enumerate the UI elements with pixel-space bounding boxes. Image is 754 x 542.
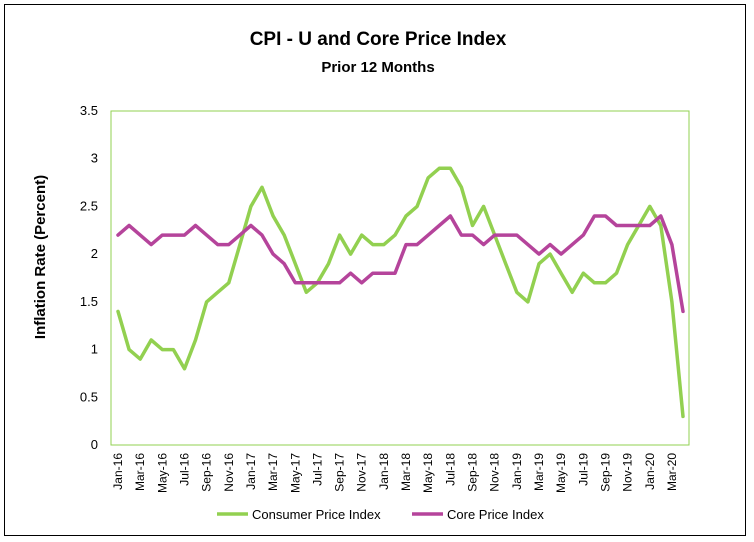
x-tick-label: Jul-18 — [443, 453, 457, 486]
x-tick-label: Sep-17 — [333, 453, 347, 492]
x-tick-label: Mar-20 — [665, 453, 679, 491]
x-tick-label: May-17 — [288, 453, 302, 493]
y-tick-label: 3.5 — [80, 103, 98, 118]
x-tick-label: May-16 — [155, 453, 169, 493]
x-tick-label: May-19 — [554, 453, 568, 493]
y-tick-label: 2 — [91, 246, 98, 261]
series-layer — [116, 166, 685, 419]
x-tick-label: Mar-17 — [266, 453, 280, 491]
y-tick-label: 0.5 — [80, 389, 98, 404]
plot-area — [110, 110, 690, 446]
x-tick-label: Jan-19 — [510, 453, 524, 490]
x-tick-label: Sep-18 — [466, 453, 480, 492]
x-tick-label: Sep-16 — [200, 453, 214, 492]
x-tick-label: Mar-19 — [532, 453, 546, 491]
legend-label: Core Price Index — [447, 507, 544, 522]
x-tick-label: Jul-19 — [576, 453, 590, 486]
x-tick-label: Sep-19 — [598, 453, 612, 492]
x-axis: Jan-16 Mar-16 May-16 Jul-16 Sep-16 Nov-16 Jan-… — [111, 453, 679, 493]
legend-label: Consumer Price Index — [252, 507, 381, 522]
x-tick-label: Mar-18 — [399, 453, 413, 491]
x-tick-label: Jul-17 — [310, 453, 324, 486]
x-tick-label: May-18 — [421, 453, 435, 493]
y-tick-label: 0 — [91, 437, 98, 452]
y-tick-label: 3 — [91, 151, 98, 166]
y-axis-label: Inflation Rate (Percent) — [32, 175, 49, 339]
x-tick-label: Jul-16 — [177, 453, 191, 486]
line-chart: CPI - U and Core Price Index Prior 12 Mo… — [32, 29, 690, 522]
y-tick-label: 1.5 — [80, 294, 98, 309]
x-tick-label: Jan-16 — [111, 453, 125, 490]
series-line-core-price-index — [116, 214, 685, 314]
x-tick-label: Mar-16 — [133, 453, 147, 491]
x-tick-label: Nov-19 — [621, 453, 635, 492]
series-line-consumer-price-index — [116, 166, 685, 419]
y-axis: 0 0.5 1 1.5 2 2.5 3 3.5 — [80, 103, 98, 452]
x-tick-label: Nov-17 — [355, 453, 369, 492]
x-tick-label: Nov-18 — [488, 453, 502, 492]
chart-frame: CPI - U and Core Price Index Prior 12 Mo… — [4, 4, 746, 536]
x-tick-label: Nov-16 — [222, 453, 236, 492]
y-tick-label: 1 — [91, 342, 98, 357]
chart-title: CPI - U and Core Price Index — [250, 29, 507, 50]
x-tick-label: Jan-17 — [244, 453, 258, 490]
chart-subtitle: Prior 12 Months — [321, 59, 434, 76]
legend: Consumer Price Index Core Price Index — [217, 507, 544, 522]
x-tick-label: Jan-20 — [643, 453, 657, 490]
y-tick-label: 2.5 — [80, 198, 98, 213]
x-tick-label: Jan-18 — [377, 453, 391, 490]
